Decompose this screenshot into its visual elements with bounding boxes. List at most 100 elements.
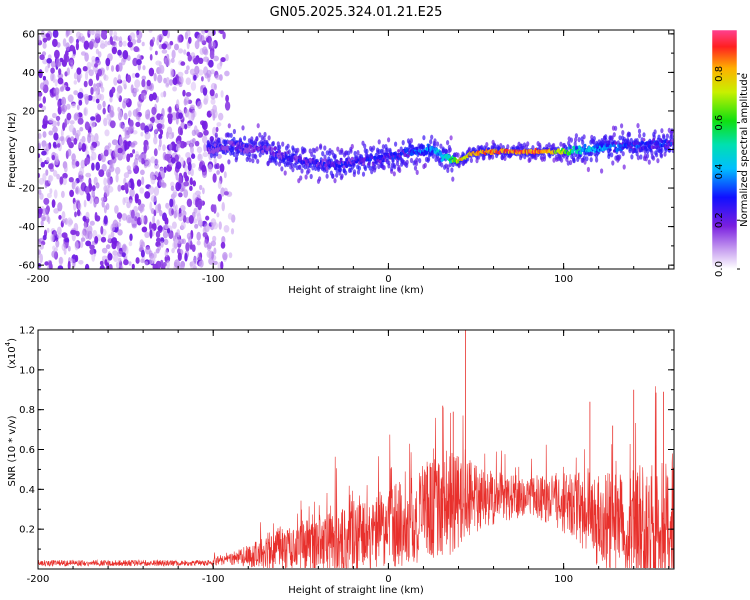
band-halo xyxy=(646,148,650,154)
snr-scale-exponent: 4 xyxy=(4,341,12,346)
noise-speckle xyxy=(128,261,132,266)
noise-speckle xyxy=(47,174,52,184)
band-halo xyxy=(363,165,368,172)
noise-speckle xyxy=(193,255,197,261)
noise-speckle xyxy=(89,248,95,255)
noise-speckle xyxy=(38,177,45,185)
noise-speckle xyxy=(39,82,45,90)
noise-speckle xyxy=(158,61,162,67)
noise-speckle xyxy=(50,67,55,74)
noise-speckle xyxy=(118,257,122,263)
noise-speckle xyxy=(46,156,50,163)
noise-speckle xyxy=(41,123,48,129)
noise-speckle xyxy=(141,176,145,185)
noise-speckle xyxy=(65,86,71,92)
noise-speckle xyxy=(106,113,112,121)
noise-speckle xyxy=(203,238,208,248)
noise-speckle xyxy=(93,83,97,92)
noise-speckle xyxy=(122,243,127,253)
band-halo xyxy=(286,143,290,149)
noise-speckle xyxy=(223,225,230,233)
noise-speckle xyxy=(119,136,124,146)
noise-speckle xyxy=(38,238,42,245)
noise-speckle xyxy=(70,62,74,70)
noise-speckle xyxy=(206,244,211,251)
band-halo xyxy=(414,160,419,167)
noise-speckle xyxy=(91,162,95,171)
noise-speckle xyxy=(90,116,96,121)
noise-speckle xyxy=(44,261,49,266)
band-halo xyxy=(241,125,245,131)
band-halo xyxy=(653,129,657,135)
band-halo xyxy=(651,155,656,161)
noise-speckle xyxy=(213,247,217,255)
noise-speckle xyxy=(227,212,233,220)
noise-speckle xyxy=(73,222,79,233)
noise-speckle xyxy=(89,220,95,226)
noise-speckle xyxy=(117,250,124,258)
noise-speckle xyxy=(117,74,121,82)
noise-speckle xyxy=(202,232,208,238)
noise-speckle xyxy=(62,177,67,186)
band-core xyxy=(338,164,342,168)
noise-speckle xyxy=(131,218,138,228)
noise-speckle xyxy=(78,260,84,265)
snr-peaks xyxy=(442,330,664,520)
band-halo xyxy=(574,133,579,139)
noise-speckle xyxy=(79,240,84,248)
noise-speckle xyxy=(42,234,47,241)
noise-speckle xyxy=(178,192,183,198)
noise-speckle xyxy=(164,153,171,161)
noise-speckle xyxy=(153,130,157,138)
noise-speckle xyxy=(107,177,113,186)
noise-speckle xyxy=(140,258,145,264)
noise-speckle xyxy=(94,236,99,244)
noise-speckle xyxy=(140,169,145,176)
noise-speckle xyxy=(57,202,63,212)
spectrogram-x-axis-label: Height of straight line (km) xyxy=(288,285,424,296)
noise-speckle xyxy=(41,140,47,148)
band-halo xyxy=(542,153,547,159)
noise-speckle xyxy=(42,37,48,43)
noise-speckle xyxy=(42,96,46,104)
band-halo xyxy=(232,151,236,157)
noise-speckle xyxy=(95,82,102,88)
band-halo xyxy=(394,141,398,147)
noise-speckle xyxy=(95,98,100,104)
noise-speckle xyxy=(171,49,176,59)
noise-speckle xyxy=(117,109,123,120)
band-core xyxy=(380,154,384,158)
band-halo xyxy=(430,134,434,140)
noise-speckle xyxy=(183,181,189,187)
noise-speckle xyxy=(53,247,58,252)
noise-speckle xyxy=(190,81,197,91)
noise-speckle xyxy=(49,188,53,195)
noise-speckle xyxy=(220,241,226,249)
noise-speckle xyxy=(198,69,204,76)
band-halo xyxy=(423,162,427,168)
band-halo xyxy=(408,144,412,150)
noise-speckle xyxy=(194,40,200,50)
noise-speckle xyxy=(144,231,150,238)
noise-speckle xyxy=(126,74,132,84)
band-halo xyxy=(581,139,585,145)
band-halo xyxy=(422,144,426,150)
band-halo xyxy=(325,173,329,179)
noise-speckle xyxy=(128,241,133,247)
noise-speckle xyxy=(79,166,85,176)
band-halo xyxy=(636,155,641,161)
noise-speckle xyxy=(91,185,96,192)
noise-speckle xyxy=(144,191,151,199)
band-halo xyxy=(283,170,287,176)
colorbar-gradient xyxy=(712,30,737,269)
noise-speckle xyxy=(78,143,82,149)
noise-speckle xyxy=(223,191,229,196)
noise-speckle xyxy=(76,67,82,75)
noise-speckle xyxy=(156,237,161,243)
noise-speckle xyxy=(181,238,186,245)
noise-speckle xyxy=(178,48,184,54)
noise-speckle xyxy=(216,62,222,70)
noise-speckle xyxy=(192,109,196,119)
noise-speckle xyxy=(182,215,187,223)
